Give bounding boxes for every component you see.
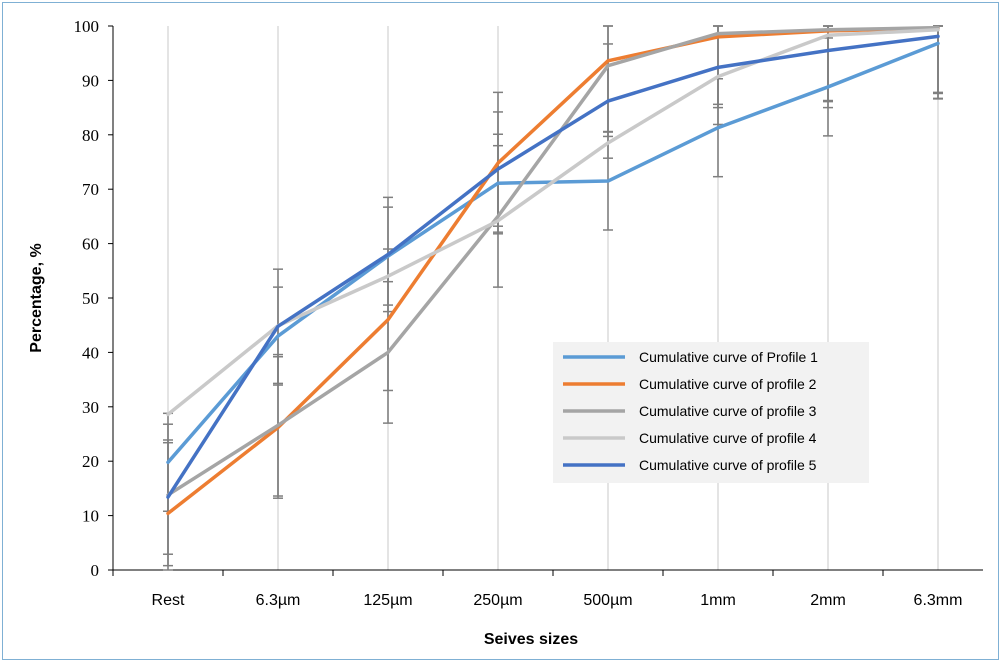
x-tick-label: 6.3µm bbox=[256, 592, 301, 609]
legend-label: Cumulative curve of profile 5 bbox=[639, 457, 817, 473]
series-line-3 bbox=[166, 25, 940, 497]
x-tick-label: 125µm bbox=[363, 592, 412, 609]
y-tick-label: 30 bbox=[82, 398, 99, 417]
x-tick-label: 6.3mm bbox=[914, 592, 963, 609]
y-axis-title: Percentage, % bbox=[28, 243, 45, 352]
legend: Cumulative curve of Profile 1 Cumulative … bbox=[553, 342, 869, 483]
error-bars bbox=[163, 25, 943, 571]
y-axis: 0 10 20 30 40 50 60 70 80 90 100 bbox=[74, 17, 114, 580]
y-tick-label: 90 bbox=[82, 71, 99, 90]
x-tick-label: 1mm bbox=[700, 592, 736, 609]
x-tick-label: 250µm bbox=[473, 592, 522, 609]
legend-label: Cumulative curve of profile 2 bbox=[639, 376, 817, 392]
legend-label: Cumulative curve of profile 3 bbox=[639, 403, 817, 419]
x-tick-label: 500µm bbox=[583, 592, 632, 609]
y-tick-label: 10 bbox=[82, 507, 99, 526]
line-chart: 0 10 20 30 40 50 60 70 80 90 100 Rest 6.3µm 125µm 250… bbox=[28, 17, 983, 648]
y-tick-label: 0 bbox=[91, 561, 100, 580]
x-axis: Rest 6.3µm 125µm 250µm 500µm 1mm 2mm 6.3mm bbox=[112, 569, 983, 609]
legend-label: Cumulative curve of profile 4 bbox=[639, 430, 817, 446]
vertical-gridlines bbox=[167, 26, 939, 570]
y-tick-label: 50 bbox=[82, 289, 99, 308]
y-tick-label: 100 bbox=[74, 17, 100, 36]
series-line-4 bbox=[166, 28, 940, 417]
y-tick-label: 40 bbox=[82, 343, 99, 362]
x-tick-label: Rest bbox=[152, 592, 185, 609]
y-tick-label: 70 bbox=[82, 180, 99, 199]
y-tick-label: 80 bbox=[82, 126, 99, 145]
series-lines bbox=[166, 25, 940, 516]
y-tick-label: 60 bbox=[82, 235, 99, 254]
series-line-5 bbox=[166, 34, 940, 499]
y-tick-label: 20 bbox=[82, 452, 99, 471]
x-axis-title: Seives sizes bbox=[484, 631, 578, 648]
x-tick-label: 2mm bbox=[810, 592, 846, 609]
legend-label: Cumulative curve of Profile 1 bbox=[639, 349, 818, 365]
